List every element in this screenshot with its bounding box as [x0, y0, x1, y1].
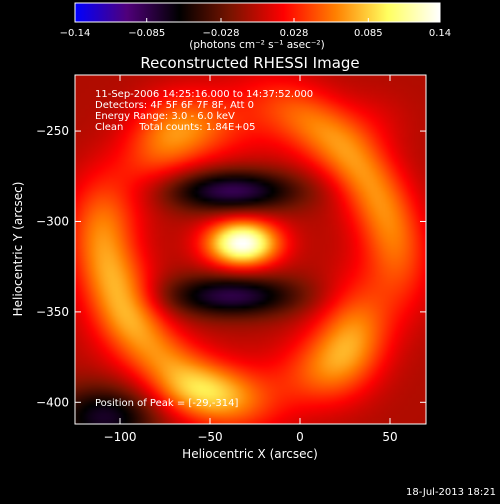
annotation-detectors: Detectors: 4F 5F 6F 7F 8F, Att 0 — [95, 100, 254, 111]
x-tick-label: −100 — [104, 430, 137, 444]
plot-area: −100 −50 0 50 −250 −300 −350 −400 — [36, 74, 427, 444]
annotation-peak: Position of Peak = [-29,-314] — [95, 398, 239, 409]
y-tick-label: −350 — [36, 305, 69, 319]
annotations: 11-Sep-2006 14:25:16.000 to 14:37:52.000… — [95, 89, 313, 409]
x-tick-label: −50 — [197, 430, 222, 444]
plot-frame — [74, 74, 427, 425]
y-axis-label: Heliocentric Y (arcsec) — [11, 182, 25, 317]
colorbar-tick-label: −0.028 — [202, 28, 239, 39]
colorbar-unit-label: (photons cm⁻² s⁻¹ asec⁻²) — [189, 39, 324, 51]
colorbar-tick-label: −0.14 — [60, 28, 91, 39]
annotation-time-range: 11-Sep-2006 14:25:16.000 to 14:37:52.000 — [95, 89, 313, 100]
x-axis-ticks: −100 −50 0 50 — [104, 75, 398, 444]
colorbar-ticks: −0.14 −0.085 −0.028 0.028 0.085 0.14 — [60, 18, 451, 39]
x-tick-label: 50 — [382, 430, 397, 444]
timestamp: 18-Jul-2013 18:21 — [406, 487, 496, 498]
colorbar-tick-label: 0.028 — [280, 28, 309, 39]
y-tick-label: −400 — [36, 395, 69, 409]
chart-title: Reconstructed RHESSI Image — [140, 54, 359, 72]
x-axis-label: Heliocentric X (arcsec) — [182, 447, 318, 461]
colorbar-tick-label: 0.14 — [429, 28, 451, 39]
y-tick-label: −250 — [36, 124, 69, 138]
colorbar-gradient — [75, 3, 440, 22]
colorbar-tick-label: −0.085 — [128, 28, 165, 39]
colorbar: −0.14 −0.085 −0.028 0.028 0.085 0.14 (photons… — [60, 2, 451, 51]
y-tick-label: −300 — [36, 214, 69, 228]
y-axis-ticks: −250 −300 −350 −400 — [36, 124, 426, 409]
colorbar-tick-label: 0.085 — [354, 28, 383, 39]
x-tick-label: 0 — [296, 430, 304, 444]
colorbar-frame — [74, 2, 441, 23]
heatmap-image — [75, 75, 426, 424]
annotation-energy: Energy Range: 3.0 - 6.0 keV — [95, 111, 235, 122]
annotation-method: Clean Total counts: 1.84E+05 — [95, 122, 255, 133]
